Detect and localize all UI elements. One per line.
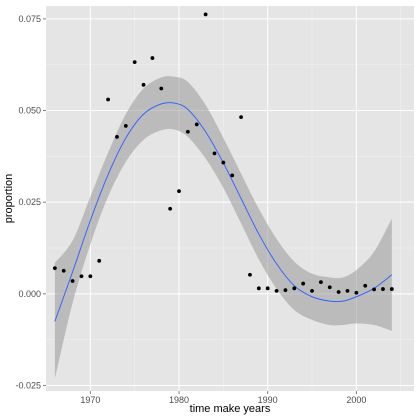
data-point [274,289,279,293]
data-point [301,281,306,286]
data-point [239,115,243,119]
x-tick-label: 1990 [258,395,278,405]
x-axis-title: time make years [190,403,271,415]
data-point [212,151,217,156]
data-point [88,274,93,279]
x-tick-label: 1980 [169,395,189,405]
y-tick-label: 0.025 [18,197,41,207]
data-point [292,286,297,291]
data-point [150,56,155,60]
data-point [363,283,368,288]
y-tick-label: -0.025 [15,381,41,391]
data-point [354,290,359,295]
data-point [52,266,57,271]
y-tick-label: 0.000 [18,289,41,299]
y-tick-label: 0.075 [18,14,41,24]
data-point [132,60,137,64]
x-tick-label: 1970 [80,395,100,405]
minor-gridlines [46,6,414,391]
data-point [336,290,341,294]
data-point [177,189,181,194]
y-axis-ticks: -0.025 0.000 0.025 0.050 0.075 [15,14,46,391]
data-point [123,124,128,128]
y-axis-title: proportion [3,174,15,224]
data-point [327,285,332,290]
y-tick-label: 0.050 [18,106,41,116]
data-point [106,97,110,102]
data-point [159,86,164,91]
data-points [52,12,394,295]
data-point [372,287,376,292]
data-point [256,286,261,291]
data-point [221,160,226,165]
data-point [389,287,394,291]
data-point [345,289,350,293]
data-point [230,173,235,178]
data-point [318,280,323,284]
data-point [141,82,146,87]
confidence-band [54,76,392,379]
data-point [79,274,84,279]
data-point [381,287,385,291]
data-point [265,286,270,291]
x-axis-ticks: 1970 1980 1990 2000 [80,391,366,405]
data-point [70,279,75,283]
data-point [194,122,199,127]
data-point [248,272,252,277]
data-point [97,258,102,263]
data-point [283,288,288,293]
data-point [168,206,173,211]
x-tick-label: 2000 [346,395,366,405]
data-point [203,12,208,17]
data-point [115,135,119,139]
data-point [310,289,314,293]
data-point [185,129,190,134]
major-gridlines [46,6,414,391]
data-point [61,268,66,273]
